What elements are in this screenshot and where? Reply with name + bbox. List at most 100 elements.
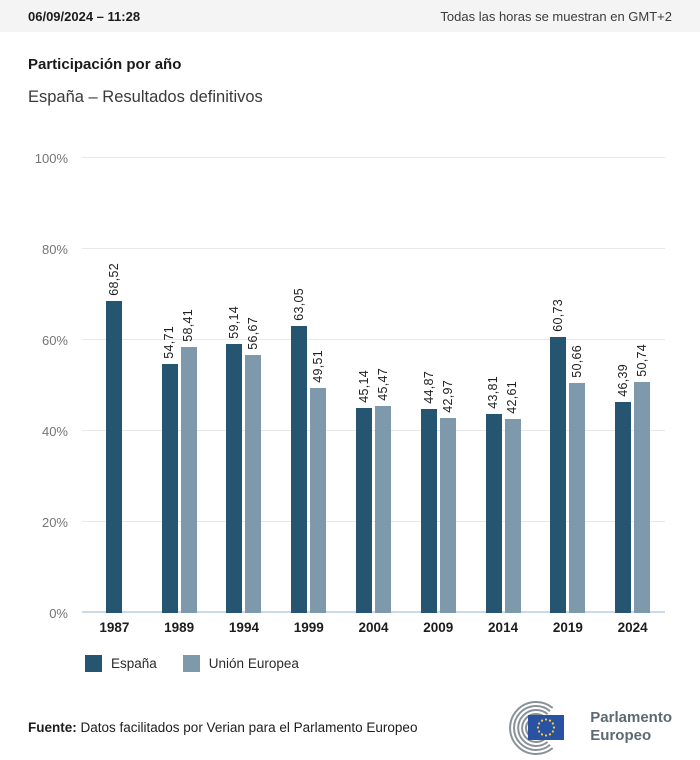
bar-value-label: 50,66 xyxy=(570,344,585,378)
legend: España Unión Europea xyxy=(85,655,672,672)
espana-bar-2024[interactable] xyxy=(615,401,632,613)
y-tick-label-60: 60% xyxy=(41,333,68,348)
x-axis-label-1999: 1999 xyxy=(293,620,324,635)
legend-swatch xyxy=(85,655,102,672)
gridline-20 xyxy=(82,521,665,522)
logo-line-2: Europeo xyxy=(590,727,652,744)
espana-bar-1994[interactable] xyxy=(226,343,243,613)
bar-col: 44,87 xyxy=(420,371,437,613)
legend-swatch xyxy=(182,655,200,672)
bar-value-label: 49,51 xyxy=(310,349,325,383)
bar-col: 68,52 xyxy=(106,263,123,613)
x-axis-label-1989: 1989 xyxy=(164,620,195,635)
espana-bar-2019[interactable] xyxy=(550,336,567,613)
bar-value-label: 46,39 xyxy=(615,364,630,397)
footer: Fuente: Datos facilitados por Verian par… xyxy=(28,698,672,756)
x-axis: 1987 1989 1994 1999 2004 2009 2014 2019 2024 xyxy=(82,620,665,635)
source-text: Fuente: Datos facilitados por Verian par… xyxy=(28,720,417,735)
bar-value-label: 42,61 xyxy=(505,381,520,415)
gridline-80 xyxy=(82,248,665,249)
y-tick-label-80: 80% xyxy=(41,242,68,257)
bar-col: 59,14 xyxy=(226,306,243,613)
bar-value-label: 54,71 xyxy=(162,326,177,360)
ue-bar-1989[interactable] xyxy=(180,347,197,613)
bar-value-label: 43,81 xyxy=(486,375,501,409)
page-title: Participación por año xyxy=(28,56,182,73)
bar-col: 58,41 xyxy=(180,309,197,613)
legend-item-espa-a[interactable]: España xyxy=(85,655,157,672)
bar-value-label: 50,74 xyxy=(634,344,649,378)
x-axis-label-1987: 1987 xyxy=(99,620,130,635)
bar-group-1987: 68,52 xyxy=(82,158,147,613)
bar-value-label: 63,05 xyxy=(291,288,306,322)
bar-group-1994: 59,14 56,67 xyxy=(212,158,277,613)
bar-col: 56,67 xyxy=(245,317,262,613)
datetime-text: 06/09/2024 – 11:28 xyxy=(28,8,141,24)
espana-bar-1989[interactable] xyxy=(161,364,178,613)
x-axis-label-2009: 2009 xyxy=(423,620,454,635)
x-axis-label-2024: 2024 xyxy=(617,620,648,635)
ue-bar-2014[interactable] xyxy=(504,419,521,613)
bar-value-label: 68,52 xyxy=(107,263,122,297)
bar-col: 50,74 xyxy=(634,344,651,613)
gridline-60 xyxy=(82,339,665,340)
plot-area: 68,52 54,71 58,41 59,14 56,67 63,05 49,51 45,14… xyxy=(82,158,665,613)
ue-bar-2004[interactable] xyxy=(375,406,392,613)
ue-bar-1999[interactable] xyxy=(310,387,327,613)
x-axis-label-2004: 2004 xyxy=(358,620,389,635)
bar-group-2009: 44,87 42,97 xyxy=(406,158,471,613)
bar-value-label: 60,73 xyxy=(551,298,566,332)
bar-group-2004: 45,14 45,47 xyxy=(341,158,406,613)
bar-group-2019: 60,73 50,66 xyxy=(535,158,600,613)
legend-item-uni-n-europea[interactable]: Unión Europea xyxy=(182,655,299,672)
legend-label: España xyxy=(111,656,157,671)
ue-bar-2024[interactable] xyxy=(634,382,651,613)
espana-bar-2014[interactable] xyxy=(485,413,502,613)
x-axis-label-2014: 2014 xyxy=(488,620,519,635)
bar-value-label: 56,67 xyxy=(246,317,261,351)
gridline-40 xyxy=(82,430,665,431)
bar-value-label: 44,87 xyxy=(421,371,436,404)
gridline-0 xyxy=(82,611,665,613)
ue-bar-1994[interactable] xyxy=(245,355,262,613)
gridline-100 xyxy=(82,157,665,158)
eu-flag-icon xyxy=(528,715,565,740)
bar-group-1999: 63,05 49,51 xyxy=(276,158,341,613)
bar-col: 42,61 xyxy=(504,381,521,613)
ue-bar-2019[interactable] xyxy=(569,382,586,613)
bar-col: 50,66 xyxy=(569,344,586,613)
legend-label: Unión Europea xyxy=(208,656,299,671)
timezone-note: Todas las horas se muestran en GMT+2 xyxy=(440,8,672,24)
bar-group-1989: 54,71 58,41 xyxy=(147,158,212,613)
bar-col: 45,14 xyxy=(356,369,373,613)
bar-col: 63,05 xyxy=(291,288,308,613)
bar-col: 54,71 xyxy=(161,326,178,613)
page-subtitle: España – Resultados definitivos xyxy=(28,88,263,106)
espana-bar-2009[interactable] xyxy=(420,408,437,613)
bar-group-2024: 46,39 50,74 xyxy=(600,158,665,613)
espana-bar-1987[interactable] xyxy=(106,301,123,613)
bar-col: 60,73 xyxy=(550,298,567,613)
bar-value-label: 45,14 xyxy=(356,369,371,403)
espana-bar-1999[interactable] xyxy=(291,326,308,613)
participation-bar-chart: 68,52 54,71 58,41 59,14 56,67 63,05 49,51 45,14… xyxy=(35,151,665,621)
y-tick-label-20: 20% xyxy=(41,515,68,530)
x-axis-label-2019: 2019 xyxy=(552,620,583,635)
hemicycle-icon xyxy=(509,701,565,755)
ue-bar-2009[interactable] xyxy=(439,417,456,613)
source-value: Datos facilitados por Verian para el Par… xyxy=(76,719,418,735)
bar-col: 49,51 xyxy=(310,349,327,613)
bar-value-label: 58,41 xyxy=(181,309,196,343)
logo-line-1: Parlamento xyxy=(590,709,672,726)
y-tick-label-0: 0% xyxy=(49,606,68,621)
bar-value-label: 59,14 xyxy=(227,306,242,339)
bar-col: 45,47 xyxy=(375,368,392,613)
y-tick-label-100: 100% xyxy=(34,151,68,166)
parlamento-europeo-logo: Parlamento Europeo xyxy=(492,698,672,756)
source-label: Fuente: xyxy=(28,719,77,735)
y-tick-label-40: 40% xyxy=(41,424,68,439)
bar-col: 46,39 xyxy=(615,364,632,613)
bar-value-label: 45,47 xyxy=(375,368,390,402)
espana-bar-2004[interactable] xyxy=(356,407,373,613)
logo-wordmark: Parlamento Europeo xyxy=(590,709,672,745)
